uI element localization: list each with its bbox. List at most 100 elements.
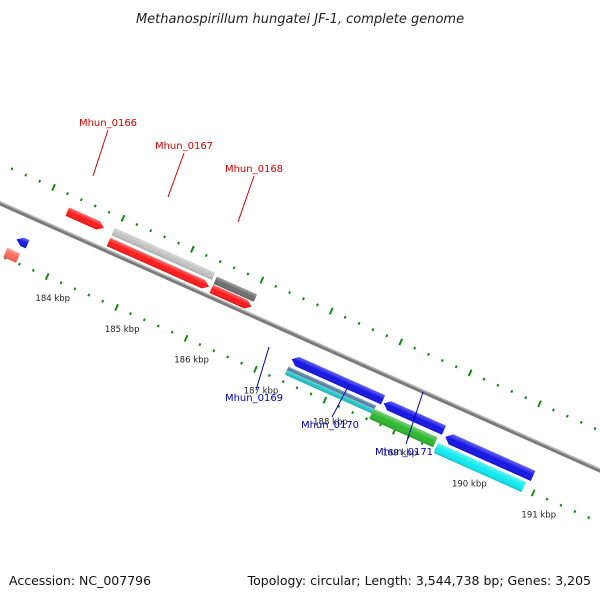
gene-small-salmon[interactable]: [3, 247, 21, 263]
minor-tick: [559, 503, 563, 507]
gene-mhun-0167-outline[interactable]: [111, 227, 216, 280]
gene-label[interactable]: Mhun_0168: [225, 164, 283, 175]
minor-tick: [371, 328, 375, 332]
minor-tick: [357, 321, 361, 326]
gene-mhun-0171[interactable]: [433, 443, 526, 493]
leader-line: [92, 129, 109, 177]
minor-tick: [482, 377, 486, 381]
minor-tick: [552, 408, 555, 412]
gene-blue-a[interactable]: [290, 355, 386, 405]
callout-mhun-0171[interactable]: Mhun_0171: [375, 391, 433, 458]
minor-tick: [17, 262, 21, 266]
minor-tick: [440, 358, 444, 363]
callout-mhun-0167[interactable]: Mhun_0167: [155, 141, 213, 198]
minor-tick: [302, 297, 305, 301]
callout-mhun-0169[interactable]: Mhun_0169: [225, 346, 283, 404]
upper-tick-row: [10, 167, 597, 431]
minor-tick: [413, 346, 417, 350]
minor-tick: [107, 210, 111, 214]
minor-tick: [142, 318, 146, 322]
gene-label[interactable]: Mhun_0167: [155, 141, 213, 152]
minor-tick: [343, 315, 347, 319]
callout-mhun-0170[interactable]: Mhun_0170: [301, 384, 359, 431]
minor-tick: [510, 389, 514, 394]
major-tick: [537, 400, 542, 408]
gene-label[interactable]: Mhun_0166: [79, 118, 137, 129]
minor-tick: [38, 179, 42, 183]
minor-tick: [454, 365, 458, 369]
scale-label: 186 kbp: [174, 356, 209, 366]
minor-tick: [232, 266, 236, 270]
minor-tick: [87, 293, 91, 297]
minor-tick: [10, 167, 14, 171]
minor-tick: [274, 284, 278, 288]
gene-label[interactable]: Mhun_0171: [375, 447, 433, 458]
minor-tick: [267, 373, 271, 378]
major-tick: [44, 272, 50, 281]
gene-label[interactable]: Mhun_0170: [301, 420, 359, 431]
major-tick: [120, 214, 126, 222]
gene-small-blue[interactable]: [15, 235, 30, 249]
major-tick: [114, 303, 119, 312]
major-tick: [398, 338, 404, 346]
gene-mhun-0168[interactable]: [209, 284, 254, 311]
minor-tick: [587, 516, 591, 520]
genome-title: Methanospirillum hungatei JF-1, complete…: [136, 12, 464, 27]
minor-tick: [129, 312, 132, 316]
minor-tick: [212, 349, 216, 353]
leader-line: [255, 346, 270, 391]
minor-tick: [218, 260, 222, 264]
minor-tick: [204, 253, 208, 258]
major-tick: [253, 365, 258, 373]
gene-forward-red-a[interactable]: [65, 207, 105, 232]
minor-tick: [66, 192, 69, 196]
gene-mhun-0168-outline[interactable]: [213, 276, 258, 302]
minor-tick: [156, 324, 160, 328]
leader-line: [405, 391, 424, 445]
minor-tick: [163, 235, 167, 239]
minor-tick: [177, 241, 180, 245]
gene-mhun-0169[interactable]: [284, 370, 375, 414]
gene-blue-c[interactable]: [443, 432, 536, 481]
minor-tick: [93, 204, 97, 208]
leader-line: [331, 384, 350, 418]
scale-label: 184 kbp: [35, 294, 70, 304]
minor-tick: [579, 420, 583, 424]
minor-tick: [365, 417, 368, 421]
minor-tick: [135, 222, 139, 227]
minor-tick: [73, 287, 77, 291]
minor-tick: [593, 426, 597, 431]
minor-tick: [565, 414, 569, 418]
scale-label: 185 kbp: [105, 325, 140, 335]
gene-mhun-0167[interactable]: [106, 237, 211, 291]
accession-text: Accession: NC_007796: [9, 573, 151, 588]
major-tick: [322, 396, 328, 404]
scale-labels: 184 kbp 185 kbp 186 kbp 187 kbp 188 kbp 189 k…: [35, 294, 556, 520]
minor-tick: [309, 392, 313, 396]
backbone: [0, 160, 600, 531]
minor-tick: [295, 386, 299, 390]
callout-mhun-0166[interactable]: Mhun_0166: [79, 118, 137, 177]
scale-label: 189 kbp: [383, 448, 418, 458]
gene-label[interactable]: Mhun_0169: [225, 393, 283, 404]
callout-mhun-0168[interactable]: Mhun_0168: [225, 164, 283, 223]
minor-tick: [24, 173, 28, 177]
minor-tick: [427, 352, 430, 356]
scale-label: 191 kbp: [521, 510, 556, 520]
gene-mhun-0169-outline[interactable]: [286, 366, 377, 410]
minor-tick: [31, 268, 35, 272]
map-layer: [0, 160, 600, 531]
major-tick: [51, 183, 56, 192]
gene-layer: [3, 207, 536, 493]
minor-tick: [198, 342, 202, 347]
scale-label: 187 kbp: [244, 387, 279, 397]
minor-tick: [59, 281, 63, 285]
gene-callouts: Mhun_0166 Mhun_0167 Mhun_0168 Mhun_0169 Mhun…: [79, 118, 433, 458]
scale-label: 190 kbp: [452, 479, 487, 489]
minor-tick: [226, 355, 230, 359]
minor-tick: [496, 383, 500, 387]
minor-tick: [149, 229, 153, 233]
scale-label: 188 kbp: [313, 418, 348, 428]
gene-mhun-0170[interactable]: [369, 408, 438, 448]
